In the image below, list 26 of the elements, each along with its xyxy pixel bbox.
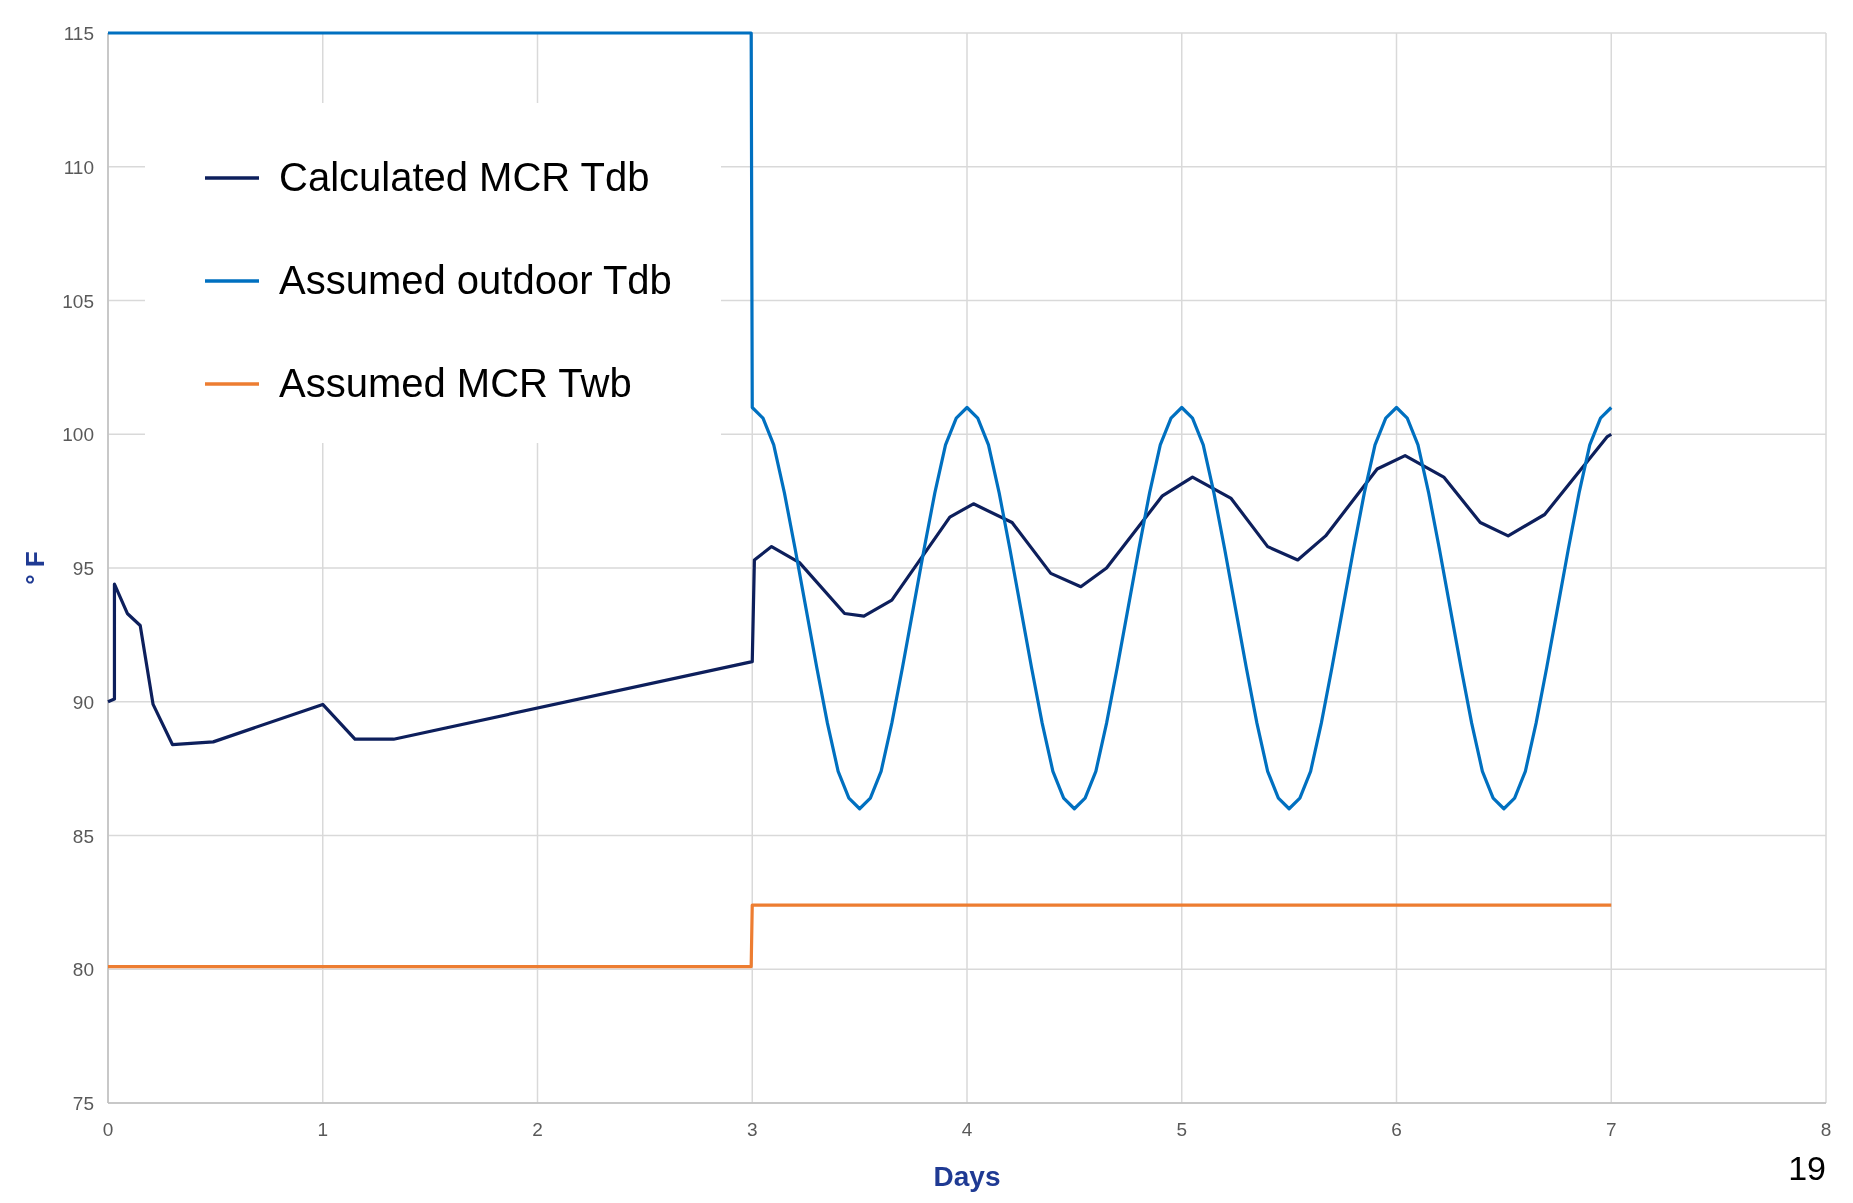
x-tick-label: 2 [532, 1119, 543, 1140]
y-tick-label: 85 [72, 825, 94, 847]
y-tick-label: 100 [62, 424, 94, 446]
x-tick-label: 5 [1176, 1119, 1188, 1140]
y-axis-title: ° F [20, 551, 50, 585]
y-tick-label: 95 [72, 558, 94, 579]
x-tick-label: 1 [317, 1119, 329, 1140]
y-tick-label: 75 [72, 1093, 94, 1114]
x-tick-label: 0 [102, 1119, 114, 1140]
x-tick-label: 8 [1820, 1119, 1832, 1140]
line-series [106, 31, 1613, 811]
y-tick-label: 90 [72, 691, 94, 713]
text: 19 [1788, 1149, 1826, 1187]
x-tick-label: 3 [746, 1119, 758, 1140]
y-tick-label: 105 [62, 290, 94, 312]
legend-label: Assumed outdoor Tdb [279, 258, 672, 302]
x-tick-label: 6 [1391, 1119, 1402, 1140]
x-axis-title: Days [933, 1161, 1001, 1192]
x-tick-label: 7 [1605, 1119, 1617, 1140]
legend-label: Calculated MCR Tdb [279, 155, 650, 199]
y-tick-label: 80 [72, 959, 94, 981]
legend-label: Assumed MCR Twb [279, 361, 632, 405]
x-tick-label: 4 [961, 1119, 973, 1140]
line-series [106, 432, 1613, 747]
y-tick-label: 110 [63, 156, 94, 178]
y-tick-label: 115 [63, 23, 94, 44]
